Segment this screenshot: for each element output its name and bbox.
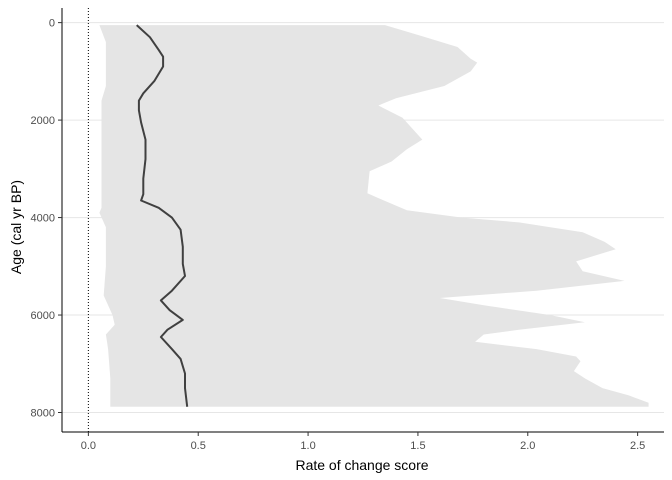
uncertainty-band-layer <box>99 25 649 407</box>
y-tick-label-2: 4000 <box>31 213 55 225</box>
x-axis-title: Rate of change score <box>295 457 428 473</box>
uncertainty-band <box>99 25 649 407</box>
median-line-layer <box>136 24 189 407</box>
x-tick-label-3: 1.5 <box>410 440 425 452</box>
axes <box>58 8 664 436</box>
x-tick-label-4: 2.0 <box>520 440 535 452</box>
y-tick-label-0: 0 <box>49 18 55 30</box>
y-tick-label-4: 8000 <box>31 408 55 420</box>
x-tick-label-0: 0.0 <box>81 440 96 452</box>
y-tick-label-1: 2000 <box>31 115 55 127</box>
x-tick-label-5: 2.5 <box>630 440 645 452</box>
median-line <box>136 24 189 407</box>
x-tick-label-1: 0.5 <box>191 440 206 452</box>
y-axis-title: Age (cal yr BP) <box>8 180 24 274</box>
y-tick-label-3: 6000 <box>31 310 55 322</box>
x-tick-label-2: 1.0 <box>300 440 315 452</box>
tick-labels: 0 2000 4000 6000 8000 0.0 0.5 1.0 1.5 2.0 2.5 <box>31 18 646 452</box>
